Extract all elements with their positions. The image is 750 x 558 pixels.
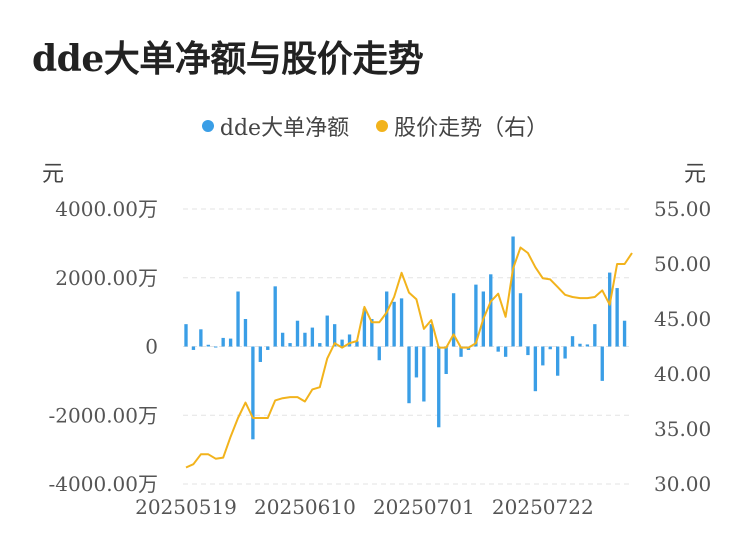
left-tick-label: 2000.00万: [55, 266, 158, 290]
dde-bar: [526, 346, 530, 356]
dde-bar: [184, 324, 188, 347]
dde-bar: [451, 293, 456, 347]
dde-bar: [555, 346, 560, 376]
dde-bar: [548, 346, 552, 350]
dde-bar: [236, 291, 240, 347]
legend-item-price[interactable]: 股价走势（右）: [376, 110, 548, 142]
dde-bar: [459, 346, 463, 357]
dde-bar: [503, 346, 508, 357]
dde-bar: [429, 324, 433, 347]
left-tick-label: 0: [145, 335, 158, 359]
dde-bar: [563, 346, 567, 359]
dde-bar: [266, 346, 270, 350]
dde-bar: [355, 341, 359, 347]
left-axis-unit: 元: [42, 162, 65, 187]
left-tick-label: -2000.00万: [49, 403, 158, 427]
dde-bar: [437, 346, 441, 428]
price-series-line: [185, 246, 633, 469]
dde-bar: [399, 298, 404, 347]
right-tick-label: 55.00: [654, 197, 711, 221]
dde-bar: [489, 274, 493, 347]
legend: dde大单净额 股价走势（右）: [0, 110, 750, 142]
price-line: [185, 246, 633, 469]
dde-bar: [541, 346, 545, 366]
dde-bar: [392, 301, 396, 347]
dde-bar: [615, 288, 619, 347]
dde-bars: [184, 236, 627, 440]
right-tick-label: 40.00: [654, 362, 711, 386]
dde-bar: [362, 308, 367, 347]
right-tick-label: 45.00: [654, 307, 711, 331]
left-axis-ticks: 4000.00万 2000.00万 0 -2000.00万 -4000.00万: [49, 197, 158, 496]
dde-bar: [310, 327, 315, 347]
dde-bar: [407, 346, 411, 404]
legend-dot-dde: [201, 120, 214, 132]
dde-bar: [593, 324, 597, 347]
dde-bar: [288, 343, 292, 347]
grid-lines: [183, 208, 629, 485]
dde-bar: [221, 337, 225, 347]
dde-bar: [496, 346, 500, 352]
x-tick-label: 20250722: [492, 495, 594, 519]
dde-bar: [600, 346, 604, 381]
dde-bar: [533, 346, 538, 392]
dde-bar: [585, 344, 590, 347]
x-axis-ticks: 20250519 20250610 20250701 20250722: [135, 495, 594, 519]
dde-bar: [280, 332, 285, 347]
dde-bar: [570, 336, 575, 347]
dde-bar: [340, 339, 344, 347]
left-tick-label: -4000.00万: [49, 472, 158, 496]
dde-bar: [251, 346, 255, 440]
dde-bar: [444, 346, 448, 374]
right-tick-label: 35.00: [654, 417, 711, 441]
dde-bar: [474, 284, 478, 347]
x-tick-label: 20250701: [373, 495, 475, 519]
legend-item-dde[interactable]: dde大单净额: [201, 110, 350, 142]
legend-label-price: 股价走势（右）: [394, 116, 549, 141]
right-tick-label: 50.00: [654, 252, 711, 276]
dde-bar: [332, 324, 337, 347]
dde-bar: [318, 343, 322, 347]
dde-bar: [518, 293, 523, 347]
dde-bar: [578, 343, 582, 347]
dde-bar: [385, 291, 389, 347]
dde-bar: [414, 346, 419, 378]
dde-bar: [258, 346, 263, 362]
right-tick-label: 30.00: [654, 472, 711, 496]
legend-dot-price: [376, 120, 389, 132]
dde-bar: [347, 334, 352, 347]
left-tick-label: 4000.00万: [55, 197, 158, 221]
dde-bar: [199, 329, 203, 347]
dde-bar: [370, 319, 374, 347]
dde-bar: [273, 286, 277, 347]
dde-bar: [511, 236, 515, 347]
legend-label-dde: dde大单净额: [219, 116, 350, 141]
x-tick-label: 20250519: [135, 495, 237, 519]
dde-bar: [214, 346, 218, 348]
x-tick-label: 20250610: [254, 495, 356, 519]
dde-bar: [422, 346, 426, 402]
dde-bar: [295, 320, 300, 347]
dde-bar: [377, 346, 381, 361]
right-axis-unit: 元: [684, 162, 707, 187]
dde-bar: [303, 332, 307, 347]
dde-bar: [191, 346, 196, 350]
dde-bar: [325, 315, 329, 347]
dde-bar: [608, 272, 612, 347]
right-axis-ticks: 55.00 50.00 45.00 40.00 35.00 30.00: [654, 197, 711, 496]
dde-bar: [228, 338, 233, 347]
chart-title: dde大单净额与股价走势: [32, 38, 424, 80]
dde-bar: [206, 344, 210, 347]
dde-bar: [243, 319, 248, 347]
dde-bar: [622, 320, 627, 347]
